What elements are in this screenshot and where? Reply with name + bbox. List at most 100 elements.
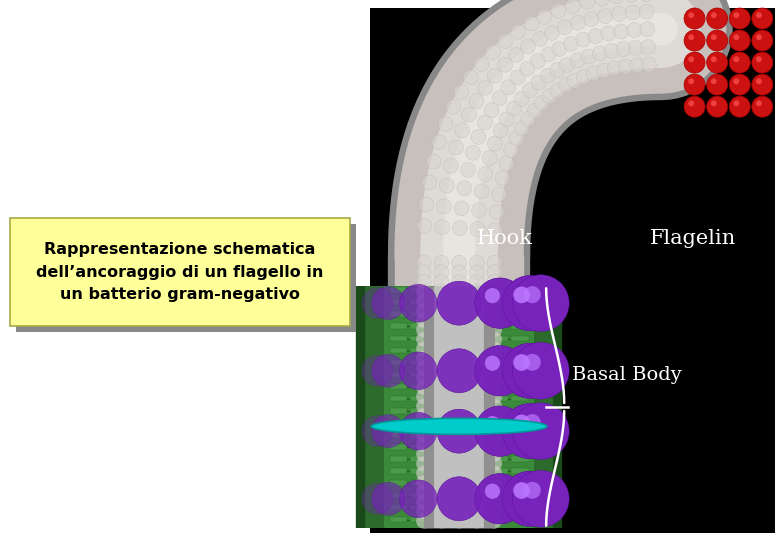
Circle shape bbox=[487, 456, 502, 471]
Circle shape bbox=[452, 255, 466, 270]
Circle shape bbox=[470, 361, 484, 375]
Circle shape bbox=[513, 354, 530, 371]
Bar bbox=[389, 456, 407, 462]
Circle shape bbox=[487, 380, 502, 395]
Circle shape bbox=[558, 78, 573, 92]
Circle shape bbox=[487, 274, 502, 289]
Circle shape bbox=[475, 406, 525, 456]
Bar bbox=[470, 504, 488, 510]
Circle shape bbox=[626, 5, 640, 20]
Circle shape bbox=[470, 475, 484, 490]
Circle shape bbox=[604, 43, 619, 58]
Bar bbox=[470, 335, 488, 341]
Circle shape bbox=[452, 399, 466, 414]
Circle shape bbox=[482, 151, 497, 165]
Circle shape bbox=[688, 56, 694, 62]
Bar bbox=[410, 504, 427, 510]
Circle shape bbox=[566, 0, 580, 14]
Circle shape bbox=[485, 288, 500, 303]
Circle shape bbox=[452, 351, 466, 366]
Circle shape bbox=[485, 416, 500, 431]
Text: Flagelin: Flagelin bbox=[650, 230, 736, 248]
Bar bbox=[450, 444, 468, 450]
Circle shape bbox=[417, 361, 431, 375]
Circle shape bbox=[594, 0, 609, 6]
Circle shape bbox=[707, 96, 728, 117]
Circle shape bbox=[711, 12, 717, 18]
Circle shape bbox=[417, 219, 432, 233]
Circle shape bbox=[485, 484, 500, 499]
Circle shape bbox=[434, 514, 448, 528]
Circle shape bbox=[487, 514, 502, 528]
Circle shape bbox=[372, 415, 405, 448]
Circle shape bbox=[513, 482, 530, 499]
Circle shape bbox=[434, 351, 448, 366]
Bar bbox=[470, 396, 488, 401]
Circle shape bbox=[487, 465, 502, 481]
Circle shape bbox=[474, 184, 489, 199]
Bar bbox=[511, 420, 529, 426]
Circle shape bbox=[707, 52, 728, 73]
Bar bbox=[410, 312, 427, 317]
Circle shape bbox=[417, 494, 431, 509]
Circle shape bbox=[487, 265, 502, 280]
Circle shape bbox=[489, 205, 504, 220]
Circle shape bbox=[487, 408, 502, 423]
Circle shape bbox=[688, 78, 694, 84]
Circle shape bbox=[576, 32, 590, 47]
Bar bbox=[491, 432, 509, 437]
Bar bbox=[430, 372, 448, 377]
Bar bbox=[410, 420, 427, 426]
Ellipse shape bbox=[371, 418, 547, 434]
Circle shape bbox=[475, 474, 525, 524]
Circle shape bbox=[570, 53, 585, 68]
Text: Hook: Hook bbox=[477, 230, 534, 248]
Circle shape bbox=[470, 341, 484, 356]
Bar bbox=[511, 348, 529, 353]
Bar bbox=[470, 312, 488, 317]
Bar bbox=[430, 360, 448, 365]
Circle shape bbox=[417, 428, 431, 442]
Bar bbox=[410, 323, 427, 329]
Circle shape bbox=[399, 480, 437, 517]
Circle shape bbox=[463, 70, 478, 85]
Circle shape bbox=[434, 418, 448, 433]
Circle shape bbox=[498, 57, 512, 72]
Bar bbox=[410, 492, 427, 498]
Circle shape bbox=[520, 61, 535, 76]
Circle shape bbox=[475, 278, 525, 328]
Circle shape bbox=[399, 480, 437, 517]
Circle shape bbox=[475, 278, 525, 328]
Circle shape bbox=[470, 322, 484, 337]
Circle shape bbox=[417, 465, 431, 481]
Bar bbox=[389, 492, 407, 498]
Circle shape bbox=[399, 413, 437, 450]
Circle shape bbox=[639, 0, 654, 2]
Circle shape bbox=[513, 415, 530, 431]
Circle shape bbox=[550, 83, 565, 98]
Bar bbox=[450, 481, 468, 486]
Bar bbox=[491, 287, 509, 293]
Circle shape bbox=[452, 456, 466, 471]
Circle shape bbox=[509, 48, 523, 63]
Bar bbox=[450, 384, 468, 389]
Bar bbox=[511, 323, 529, 329]
Circle shape bbox=[434, 437, 448, 452]
Circle shape bbox=[752, 96, 773, 117]
Circle shape bbox=[399, 352, 437, 389]
Circle shape bbox=[756, 12, 762, 18]
Circle shape bbox=[461, 163, 476, 177]
Circle shape bbox=[417, 456, 431, 471]
Bar bbox=[450, 323, 468, 329]
Bar bbox=[430, 432, 448, 437]
Circle shape bbox=[417, 341, 431, 356]
Circle shape bbox=[434, 322, 448, 337]
Bar bbox=[511, 384, 529, 389]
Bar bbox=[410, 360, 427, 365]
Bar bbox=[410, 348, 427, 353]
Circle shape bbox=[487, 351, 502, 366]
Circle shape bbox=[487, 447, 502, 462]
Circle shape bbox=[372, 287, 405, 320]
Circle shape bbox=[417, 303, 431, 318]
Bar bbox=[410, 517, 427, 522]
